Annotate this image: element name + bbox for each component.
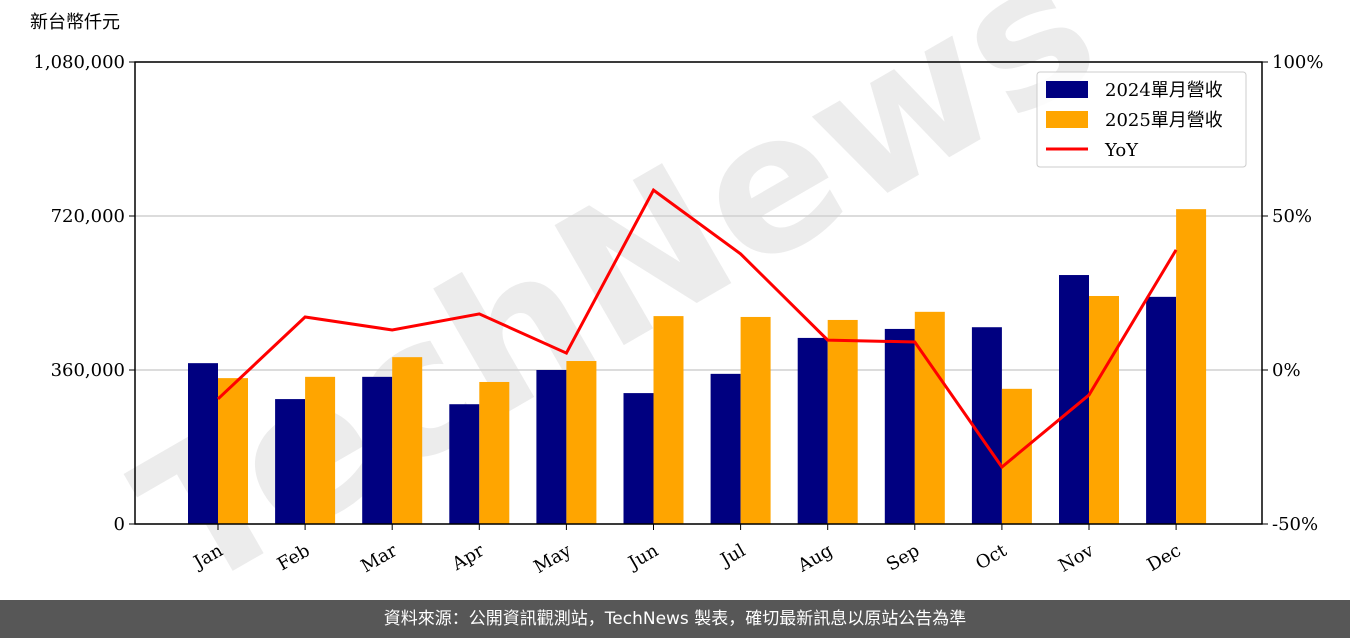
y2-tick-label: -50% xyxy=(1272,514,1318,535)
bar xyxy=(740,316,771,524)
bar xyxy=(971,327,1002,524)
y-tick-label: 360,000 xyxy=(51,360,125,381)
x-tick-label: Sep xyxy=(883,540,923,575)
x-tick-label: Dec xyxy=(1144,540,1185,576)
x-tick-label: May xyxy=(530,540,575,578)
bar xyxy=(914,311,945,524)
bar xyxy=(1089,295,1119,524)
line xyxy=(216,187,1178,470)
bar xyxy=(536,370,567,524)
y-axis-label: 新台幣仟元 xyxy=(30,12,120,33)
bar xyxy=(710,373,741,524)
x-tick-label: Jun xyxy=(623,540,662,575)
legend-label: YoY xyxy=(1104,140,1139,161)
legend-label: 2025單月營收 xyxy=(1105,110,1223,131)
chart: 新台幣仟元 TechNews0360,000720,0001,080,000-5… xyxy=(30,0,1323,633)
x-tick-label: Aug xyxy=(794,540,837,577)
bar xyxy=(218,378,248,524)
x-tick-label: Jul xyxy=(716,540,750,572)
footer: 資料來源：公開資訊觀測站，TechNews 製表，確切最新訊息以原站公告為準 xyxy=(0,600,1350,638)
bar xyxy=(305,376,336,524)
legend-swatch xyxy=(1046,111,1088,128)
legend-swatch xyxy=(1046,81,1088,98)
bar xyxy=(1146,296,1177,524)
y-tick-label: 0 xyxy=(114,514,125,535)
bar xyxy=(275,399,306,524)
y2-tick-label: 50% xyxy=(1272,206,1312,227)
bar xyxy=(653,316,684,524)
bar xyxy=(449,404,480,524)
bar xyxy=(392,357,423,524)
plot-frame xyxy=(134,61,1263,525)
x-tick-label: Nov xyxy=(1055,540,1098,577)
y-tick-label: 720,000 xyxy=(51,206,125,227)
bar xyxy=(362,376,393,524)
bar xyxy=(827,319,858,524)
bar xyxy=(188,363,218,524)
bar xyxy=(479,381,510,524)
x-tick-label: Apr xyxy=(448,540,488,575)
bar xyxy=(884,328,915,524)
legend-box xyxy=(1036,71,1247,168)
y2-tick-label: 0% xyxy=(1272,360,1301,381)
bar xyxy=(1176,209,1207,524)
bar xyxy=(797,337,828,524)
x-tick-label: Oct xyxy=(972,540,1011,575)
y-tick-label: 1,080,000 xyxy=(33,52,125,73)
bar xyxy=(623,393,654,524)
bar xyxy=(566,361,597,524)
y2-tick-label: 100% xyxy=(1272,52,1323,73)
legend-label: 2024單月營收 xyxy=(1105,80,1223,101)
